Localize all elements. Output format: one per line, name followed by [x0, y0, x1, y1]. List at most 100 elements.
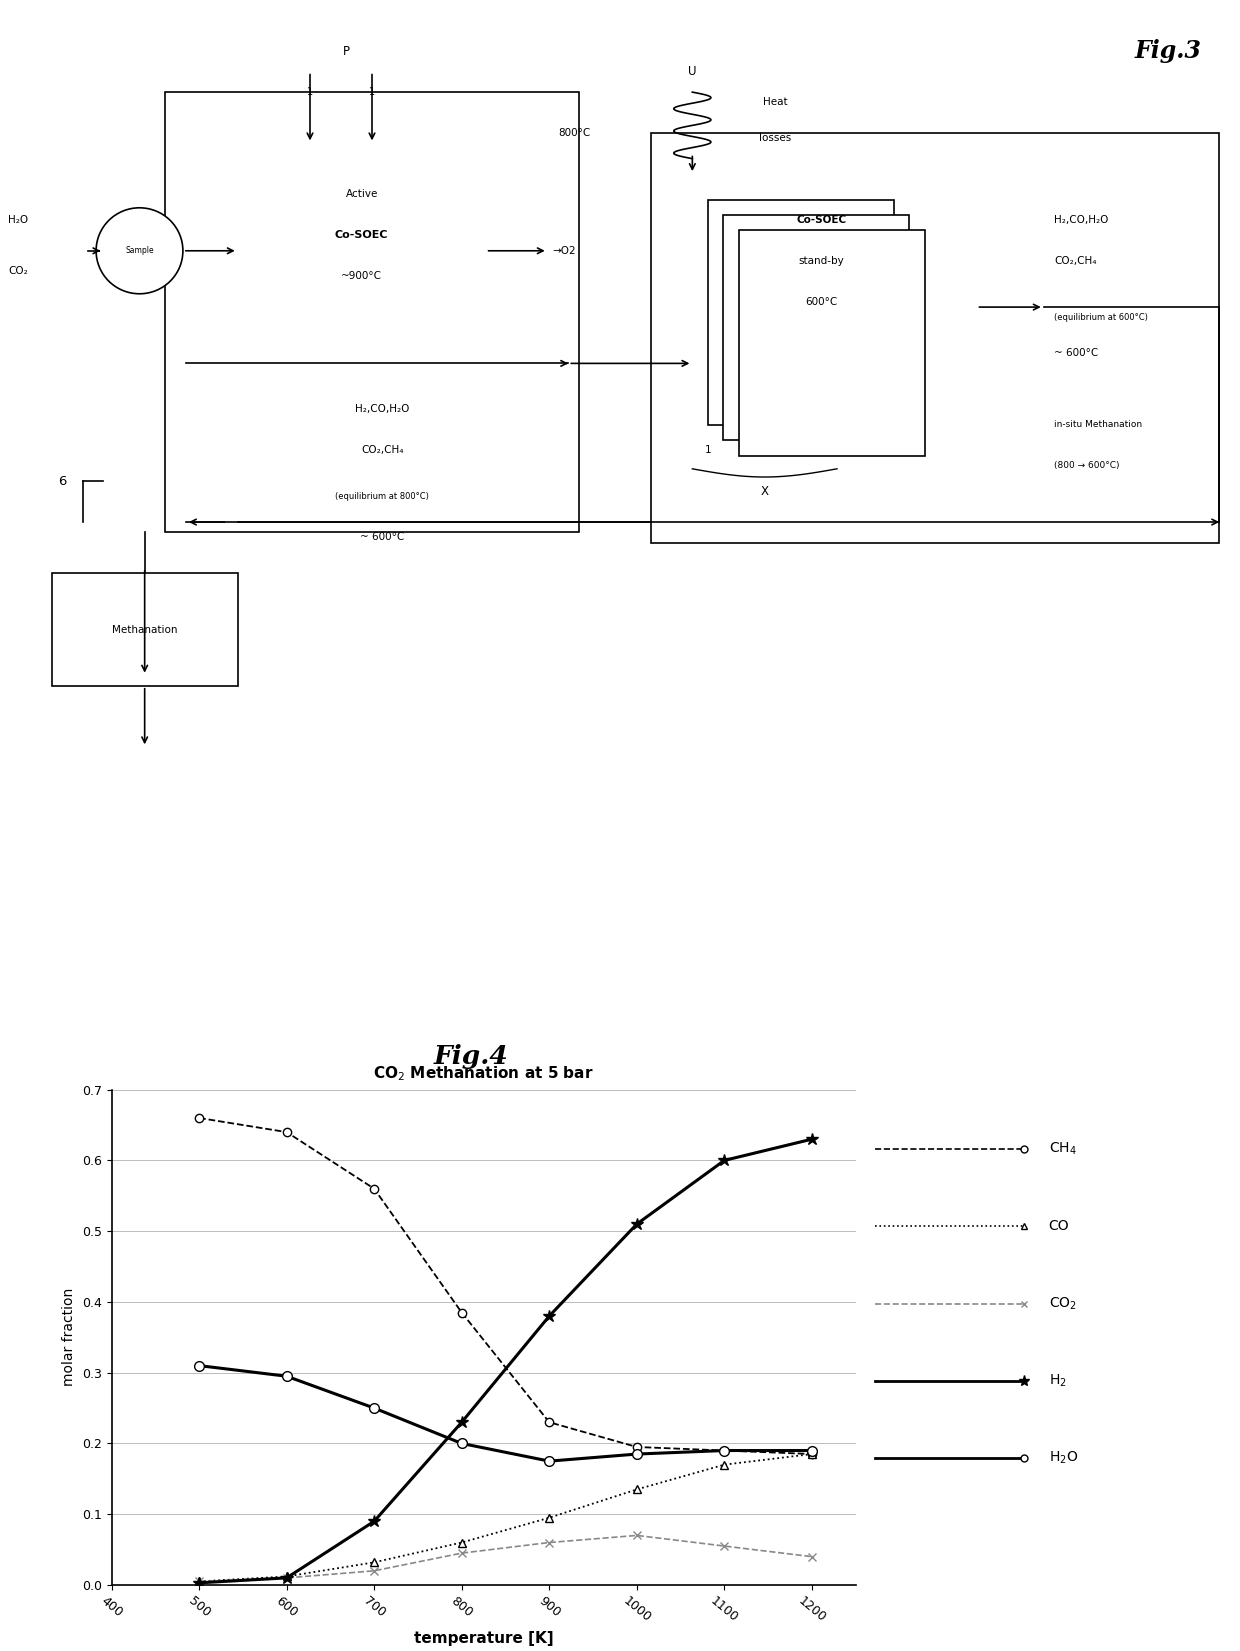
H$_2$	[805, 1129, 820, 1149]
Bar	[186, 102, 548, 390]
Y-axis label: molar fraction: molar fraction	[62, 1288, 77, 1387]
CO	[367, 1552, 382, 1572]
Text: Heat: Heat	[763, 97, 787, 107]
H$_2$	[542, 1306, 557, 1326]
Text: CO₂,CH₄: CO₂,CH₄	[1054, 256, 1096, 266]
CO$_2$	[805, 1547, 820, 1567]
Text: 1: 1	[704, 446, 712, 456]
CH$_4$	[542, 1412, 557, 1431]
Text: Fig.4: Fig.4	[434, 1043, 508, 1070]
Text: 800°C: 800°C	[558, 129, 590, 139]
Text: CO$_2$: CO$_2$	[1049, 1296, 1076, 1313]
Text: Active: Active	[346, 190, 378, 200]
Text: 1: 1	[776, 446, 784, 456]
CO$_2$	[279, 1568, 294, 1588]
Text: ~900°C: ~900°C	[341, 271, 382, 281]
CO	[454, 1532, 469, 1552]
H$_2$	[630, 1213, 645, 1233]
CO$_2$	[454, 1544, 469, 1563]
Line: CH$_4$: CH$_4$	[195, 1114, 816, 1458]
CO$_2$	[542, 1532, 557, 1552]
CO$_2$	[717, 1535, 732, 1555]
CO	[805, 1445, 820, 1464]
H$_2$O	[717, 1441, 732, 1461]
Text: (equilibrium at 600°C): (equilibrium at 600°C)	[1054, 312, 1148, 322]
CH$_4$	[717, 1441, 732, 1461]
Text: CO₂,CH₄: CO₂,CH₄	[361, 446, 403, 456]
Text: H$_2$O: H$_2$O	[1049, 1450, 1078, 1466]
CH$_4$	[279, 1123, 294, 1142]
Text: CH$_4$: CH$_4$	[1049, 1141, 1076, 1157]
H$_2$	[717, 1151, 732, 1171]
Bar	[723, 215, 909, 441]
Text: X: X	[760, 485, 769, 499]
H$_2$O	[630, 1445, 645, 1464]
CO	[630, 1479, 645, 1499]
H$_2$	[279, 1568, 294, 1588]
CH$_4$	[805, 1445, 820, 1464]
Text: Fig.3: Fig.3	[1135, 40, 1202, 63]
CH$_4$	[454, 1303, 469, 1322]
Text: Methanation: Methanation	[112, 624, 177, 634]
CH$_4$	[630, 1436, 645, 1456]
Title: CO$_2$ Methanation at 5 bar: CO$_2$ Methanation at 5 bar	[373, 1065, 594, 1083]
Text: CO₂: CO₂	[9, 266, 29, 276]
Text: Co-SOEC: Co-SOEC	[796, 215, 847, 225]
Text: P: P	[342, 45, 350, 58]
Line: CO: CO	[195, 1450, 816, 1585]
Text: U: U	[688, 64, 697, 78]
Bar	[651, 134, 1219, 543]
Bar	[238, 134, 486, 358]
CH$_4$	[192, 1108, 207, 1128]
Bar	[692, 185, 878, 409]
Text: 1: 1	[813, 446, 820, 456]
Text: ~ 600°C: ~ 600°C	[360, 532, 404, 543]
Text: H₂,CO,H₂O: H₂,CO,H₂O	[1054, 215, 1109, 225]
Text: H$_2$: H$_2$	[1049, 1372, 1066, 1388]
CO$_2$	[367, 1560, 382, 1580]
Bar	[165, 92, 579, 532]
CO	[192, 1572, 207, 1592]
Bar	[52, 573, 238, 685]
Text: Co-SOEC: Co-SOEC	[335, 231, 388, 241]
Text: 600°C: 600°C	[805, 297, 838, 307]
Text: 1: 1	[740, 446, 748, 456]
H$_2$O	[542, 1451, 557, 1471]
Text: 1: 1	[370, 88, 374, 97]
H$_2$O	[192, 1355, 207, 1375]
Text: (800 → 600°C): (800 → 600°C)	[1054, 461, 1120, 471]
Text: CO: CO	[1049, 1220, 1069, 1233]
H$_2$O	[805, 1441, 820, 1461]
Text: H₂O: H₂O	[9, 215, 29, 225]
CO	[717, 1455, 732, 1474]
Text: (equilibrium at 800°C): (equilibrium at 800°C)	[335, 492, 429, 500]
X-axis label: temperature [K]: temperature [K]	[414, 1631, 553, 1646]
Text: Sample: Sample	[125, 246, 154, 256]
H$_2$	[454, 1412, 469, 1431]
Bar	[672, 144, 940, 429]
Text: →O2: →O2	[553, 246, 577, 256]
Text: ~ 600°C: ~ 600°C	[1054, 348, 1099, 358]
Text: 1: 1	[308, 88, 312, 97]
CO$_2$	[630, 1526, 645, 1545]
CO$_2$	[192, 1572, 207, 1592]
Text: losses: losses	[759, 134, 791, 144]
CH$_4$	[367, 1179, 382, 1199]
Circle shape	[97, 208, 184, 294]
Text: H₂,CO,H₂O: H₂,CO,H₂O	[355, 404, 409, 414]
Line: CO$_2$: CO$_2$	[195, 1530, 816, 1585]
Text: stand-by: stand-by	[799, 256, 844, 266]
Bar	[708, 200, 894, 424]
H$_2$O	[279, 1367, 294, 1387]
CO	[542, 1507, 557, 1527]
Line: H$_2$O: H$_2$O	[195, 1360, 817, 1466]
H$_2$O	[454, 1433, 469, 1453]
H$_2$O	[367, 1398, 382, 1418]
Text: 6: 6	[58, 474, 66, 487]
H$_2$	[192, 1573, 207, 1593]
Bar	[739, 229, 925, 456]
Line: H$_2$: H$_2$	[193, 1133, 818, 1588]
H$_2$	[367, 1511, 382, 1530]
Text: in-situ Methanation: in-situ Methanation	[1054, 421, 1142, 429]
CO	[279, 1567, 294, 1587]
